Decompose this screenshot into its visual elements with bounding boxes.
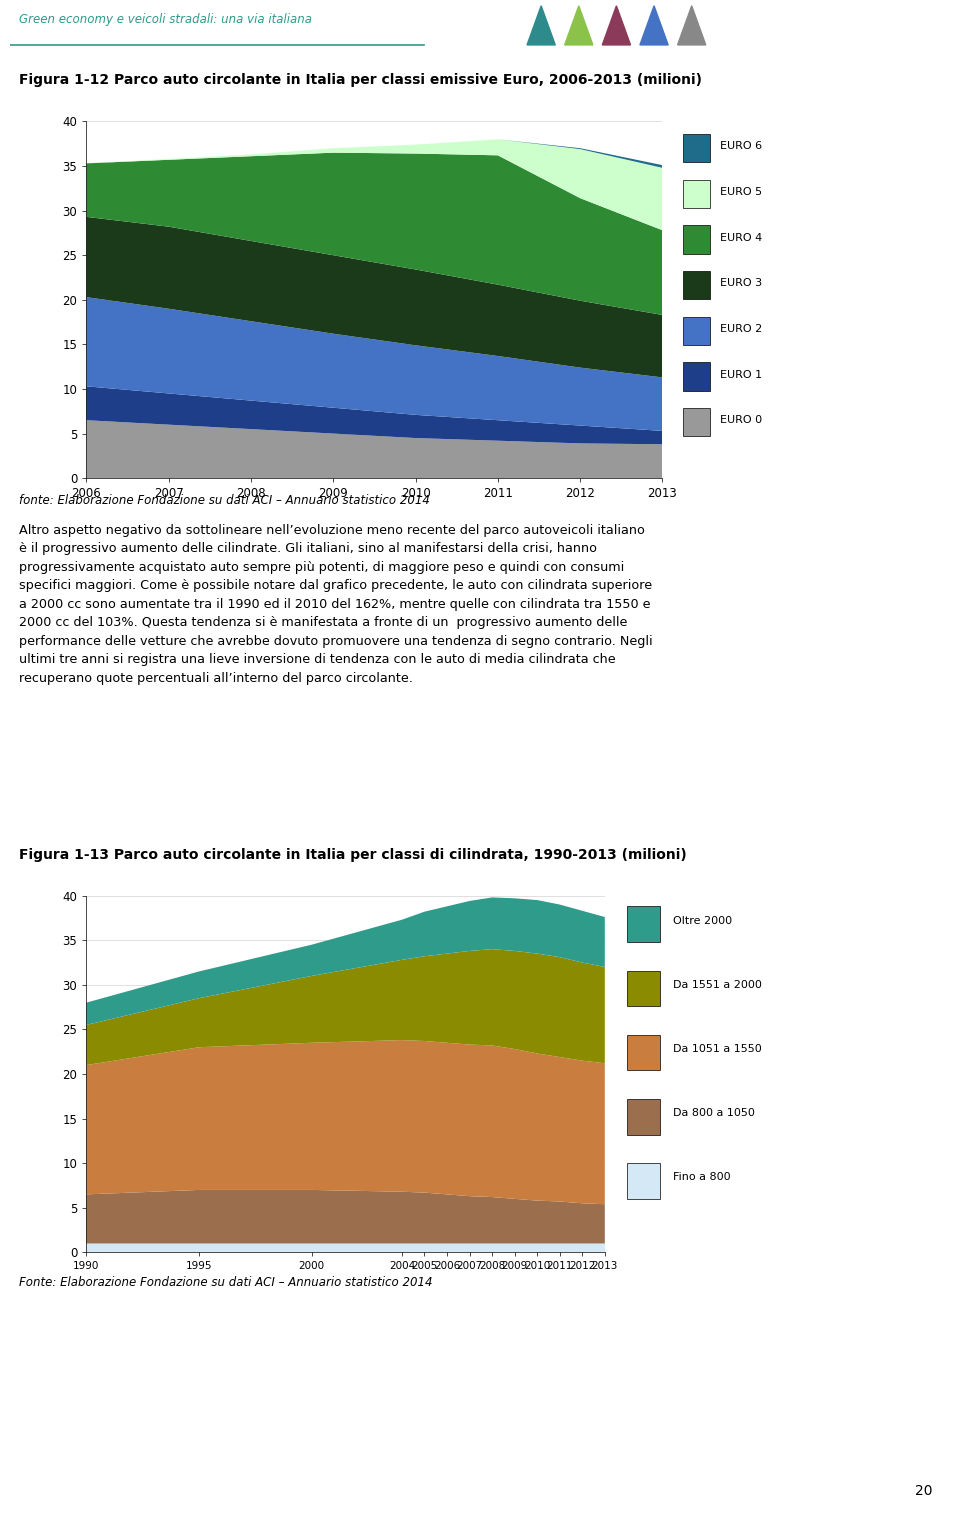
Bar bbox=[628, 1099, 660, 1134]
Text: Fonte: Elaborazione Fondazione su dati ACI – Annuario statistico 2014: Fonte: Elaborazione Fondazione su dati A… bbox=[19, 1277, 433, 1289]
Bar bbox=[628, 1035, 660, 1070]
Text: Figura 1-13 Parco auto circolante in Italia per classi di cilindrata, 1990-2013 : Figura 1-13 Parco auto circolante in Ita… bbox=[19, 847, 687, 862]
Text: Da 800 a 1050: Da 800 a 1050 bbox=[673, 1108, 755, 1119]
Bar bbox=[683, 179, 709, 208]
Text: EURO 4: EURO 4 bbox=[720, 232, 762, 243]
Bar bbox=[683, 225, 709, 254]
Text: EURO 1: EURO 1 bbox=[720, 370, 762, 380]
Polygon shape bbox=[678, 6, 706, 46]
Text: Green economy e veicoli stradali: una via italiana: Green economy e veicoli stradali: una vi… bbox=[19, 14, 312, 26]
Text: fonte: Elaborazione Fondazione su dati ACI – Annuario statistico 2014: fonte: Elaborazione Fondazione su dati A… bbox=[19, 493, 430, 507]
Text: EURO 0: EURO 0 bbox=[720, 416, 762, 425]
Text: Altro aspetto negativo da sottolineare nell’evoluzione meno recente del parco au: Altro aspetto negativo da sottolineare n… bbox=[19, 524, 653, 685]
Bar bbox=[683, 270, 709, 299]
Bar bbox=[683, 134, 709, 162]
Polygon shape bbox=[564, 6, 593, 46]
Text: EURO 5: EURO 5 bbox=[720, 187, 762, 197]
Bar bbox=[683, 408, 709, 437]
Bar bbox=[628, 1163, 660, 1199]
Bar bbox=[683, 317, 709, 345]
Text: 20: 20 bbox=[915, 1485, 932, 1498]
Text: EURO 2: EURO 2 bbox=[720, 323, 762, 334]
Text: Da 1051 a 1550: Da 1051 a 1550 bbox=[673, 1044, 762, 1053]
Text: EURO 3: EURO 3 bbox=[720, 278, 762, 288]
Text: Fino a 800: Fino a 800 bbox=[673, 1172, 731, 1183]
Polygon shape bbox=[602, 6, 631, 46]
Bar bbox=[683, 363, 709, 390]
Text: Figura 1-12 Parco auto circolante in Italia per classi emissive Euro, 2006-2013 : Figura 1-12 Parco auto circolante in Ita… bbox=[19, 73, 702, 88]
Text: EURO 6: EURO 6 bbox=[720, 141, 762, 152]
Bar bbox=[628, 970, 660, 1006]
Text: Da 1551 a 2000: Da 1551 a 2000 bbox=[673, 979, 762, 990]
Polygon shape bbox=[527, 6, 555, 46]
Polygon shape bbox=[640, 6, 668, 46]
Text: Oltre 2000: Oltre 2000 bbox=[673, 915, 732, 926]
Bar bbox=[628, 906, 660, 943]
